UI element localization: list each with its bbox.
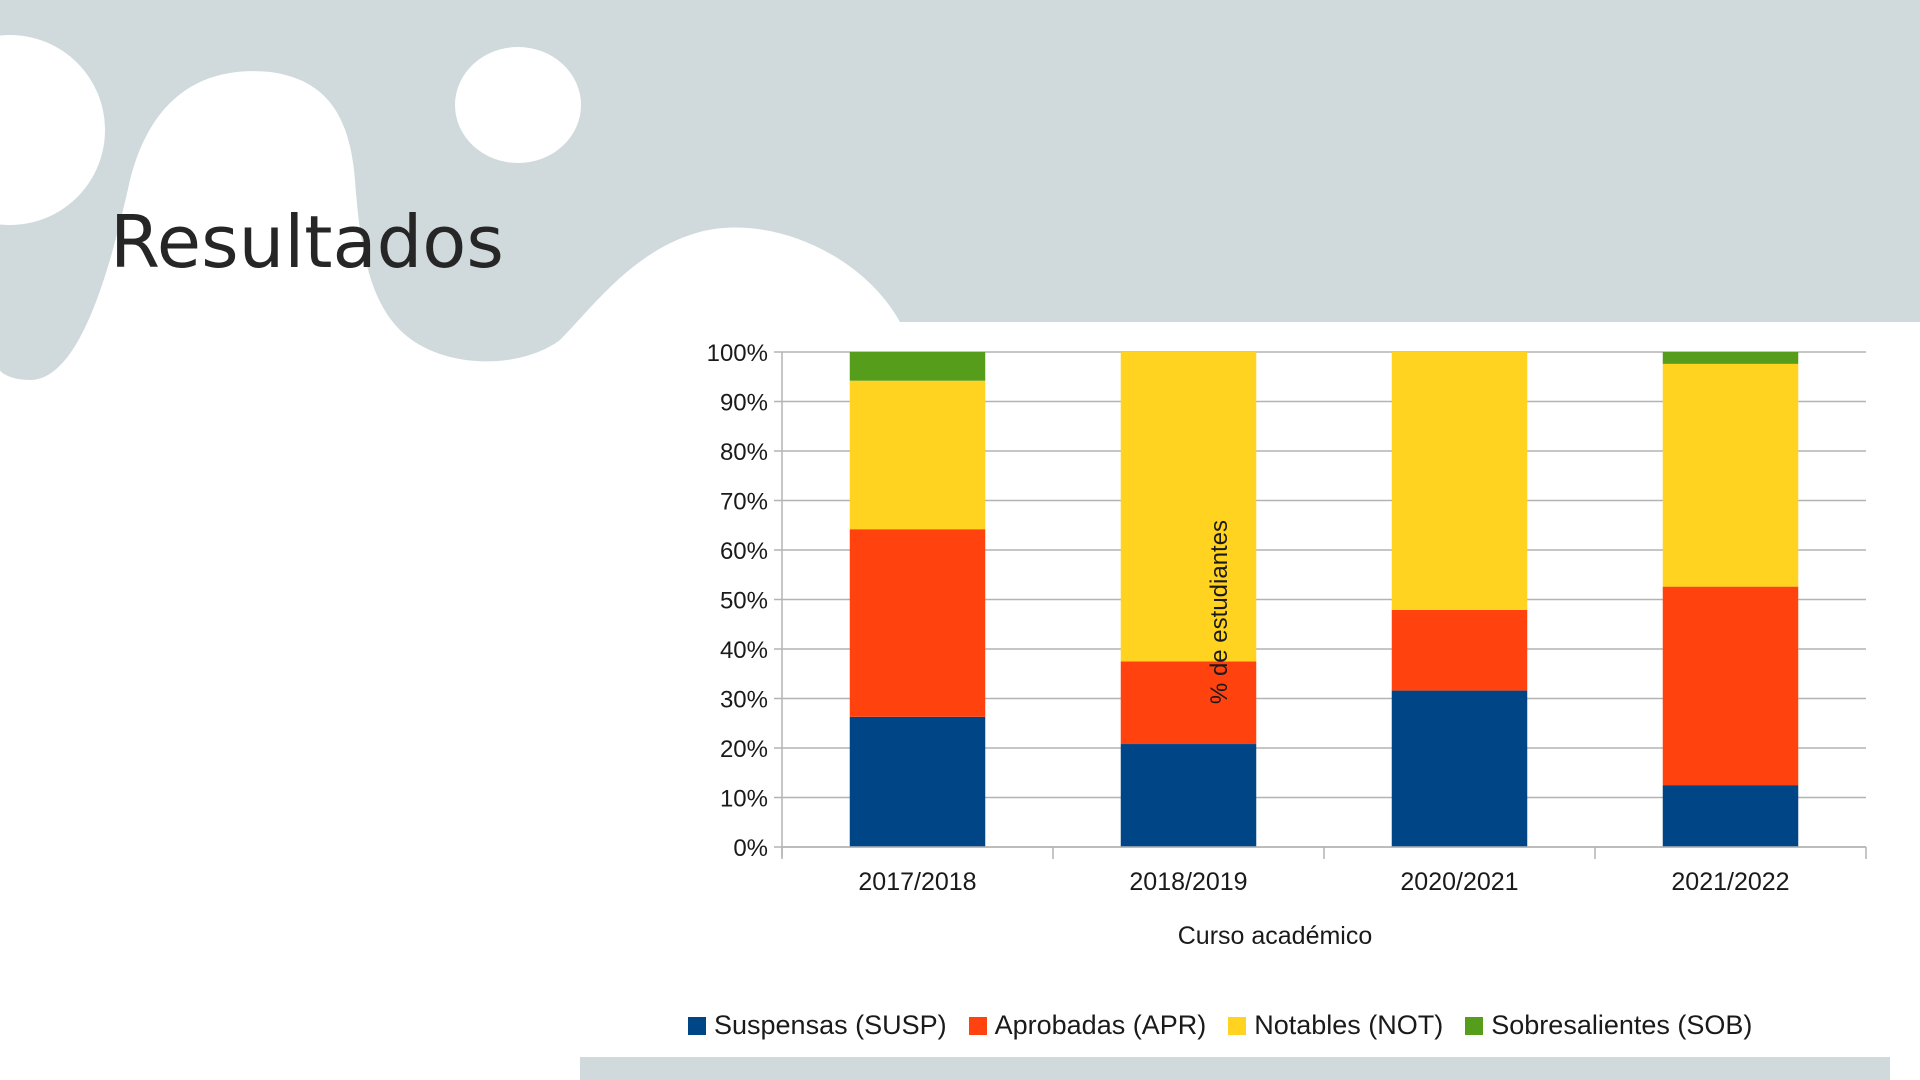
bar-segment-apr	[1120, 661, 1257, 745]
bar-segment-susp	[1662, 785, 1799, 847]
x-tick-label: 2021/2022	[1671, 868, 1789, 896]
slide-title: Resultados	[110, 200, 504, 284]
bar-segment-susp	[849, 716, 986, 847]
legend-label-sob: Sobresalientes (SOB)	[1491, 1010, 1753, 1040]
bar-segment-apr	[1662, 586, 1799, 786]
bar-segment-apr	[1391, 609, 1528, 691]
chart-axes: 0% 10% 20% 30% 40% 50% 60% 70% 80% 90% 100% 2017/20…	[707, 340, 1867, 896]
legend-item-susp: Suspensas (SUSP)	[688, 1010, 947, 1041]
chart-panel: 0% 10% 20% 30% 40% 50% 60% 70% 80% 90% 100% 2017/20…	[580, 322, 1890, 1057]
y-tick-label: 20%	[720, 736, 768, 763]
bar-segment-susp	[1391, 690, 1528, 847]
y-tick-label: 10%	[720, 786, 768, 813]
bar-segment-not	[1120, 352, 1257, 662]
x-tick-label: 2017/2018	[858, 868, 976, 896]
x-tick-label: 2020/2021	[1400, 868, 1518, 896]
legend-label-not: Notables (NOT)	[1254, 1010, 1444, 1040]
bar-segment-sob	[1662, 352, 1799, 364]
bar-segment-not	[1391, 352, 1528, 610]
y-tick-label: 70%	[720, 489, 768, 516]
y-tick-label: 60%	[720, 538, 768, 565]
stacked-bar-chart: 0% 10% 20% 30% 40% 50% 60% 70% 80% 90% 100% 2017/20…	[707, 340, 1867, 950]
y-tick-label: 30%	[720, 687, 768, 714]
legend-item-not: Notables (NOT)	[1228, 1010, 1443, 1041]
legend-swatch-sob	[1465, 1016, 1484, 1035]
chart-bars	[849, 352, 1799, 847]
bar-segment-apr	[849, 529, 986, 717]
bar-segment-susp	[1120, 744, 1257, 847]
legend-label-apr: Aprobadas (APR)	[994, 1010, 1207, 1040]
legend-swatch-apr	[968, 1016, 987, 1035]
bar-segment-sob	[849, 352, 986, 381]
x-axis-title: Curso académico	[1178, 922, 1373, 950]
legend-swatch-not	[1228, 1016, 1247, 1035]
legend-swatch-susp	[688, 1016, 706, 1035]
legend-item-sob: Sobresalientes (SOB)	[1465, 1010, 1752, 1041]
y-tick-label: 0%	[733, 835, 768, 862]
x-tick-label: 2018/2019	[1129, 868, 1247, 896]
legend-item-apr: Aprobadas (APR)	[968, 1010, 1207, 1041]
bar-segment-not	[1662, 363, 1799, 587]
y-axis-title: % de estudiantes	[1206, 520, 1233, 704]
y-tick-label: 90%	[720, 390, 768, 417]
legend-label-susp: Suspensas (SUSP)	[714, 1010, 947, 1040]
y-tick-label: 100%	[707, 340, 768, 367]
chart-legend: Suspensas (SUSP) Aprobadas (APR) Notable…	[688, 1010, 1752, 1041]
bar-segment-not	[849, 380, 986, 530]
y-tick-label: 80%	[720, 439, 768, 466]
y-tick-label: 50%	[720, 588, 768, 615]
y-tick-label: 40%	[720, 637, 768, 664]
